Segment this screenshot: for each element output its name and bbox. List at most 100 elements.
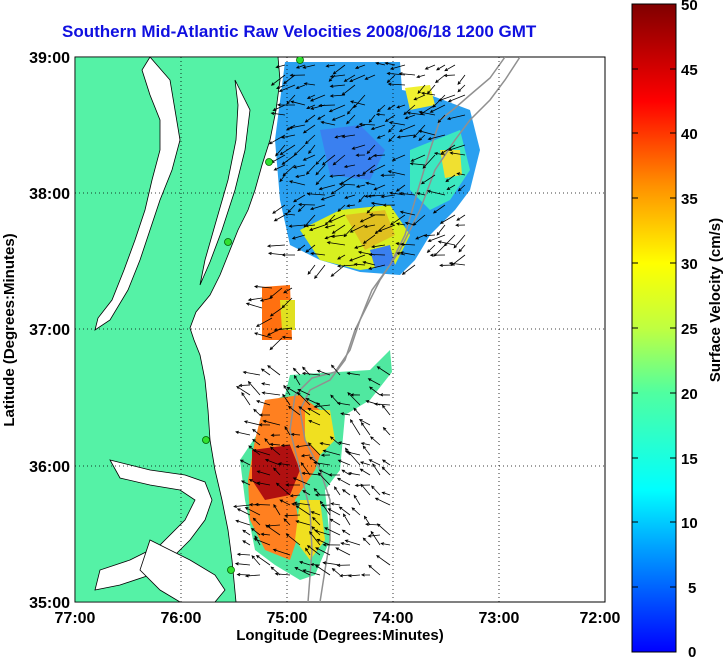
velocity-arrow <box>302 124 316 134</box>
colorbar-tick: 50 <box>681 0 698 14</box>
velocity-arrow <box>429 253 446 257</box>
velocity-arrow <box>343 74 356 82</box>
velocity-arrow <box>309 94 326 102</box>
delmarva-inlet <box>199 79 251 286</box>
velocity-arrow <box>404 114 416 120</box>
velocity-arrow <box>303 82 316 86</box>
x-tick-label: 73:00 <box>479 610 520 627</box>
velocity-arrow <box>426 189 446 196</box>
velocity-arrow <box>275 482 291 496</box>
velocity-arrow <box>295 505 311 516</box>
velocity-arrow <box>302 154 316 161</box>
velocity-arrow <box>305 244 316 253</box>
velocity-arrow <box>317 472 331 486</box>
velocity-arrow <box>337 254 346 260</box>
velocity-arrow <box>433 151 446 156</box>
velocity-arrow <box>278 84 296 92</box>
velocity-arrow <box>418 134 426 142</box>
velocity-arrow <box>297 204 306 213</box>
velocity-arrow <box>273 214 286 222</box>
pamlico-sound <box>139 539 226 602</box>
velocity-arrow <box>398 72 416 76</box>
velocity-arrow <box>279 174 286 183</box>
velocity-arrow <box>308 456 321 466</box>
velocity-arrow <box>443 73 456 78</box>
y-tick-label: 35:00 <box>29 595 70 612</box>
velocity-arrow <box>307 264 316 275</box>
grid-lines <box>75 57 605 602</box>
colorbar-tick: 35 <box>681 191 698 208</box>
y-tick-label: 37:00 <box>29 322 70 339</box>
velocity-arrow <box>360 573 371 577</box>
velocity-arrow <box>438 94 456 102</box>
velocity-arrow <box>238 383 251 388</box>
velocity-arrow <box>235 519 251 526</box>
velocity-arrow <box>373 402 391 406</box>
velocity-arrow <box>341 134 356 139</box>
velocity-arrow <box>381 466 391 476</box>
velocity-arrow <box>373 184 386 191</box>
velocity-arrow <box>293 374 301 386</box>
station-marker <box>227 566 235 574</box>
velocity-arrow <box>309 531 321 546</box>
velocity-arrow <box>368 252 386 257</box>
velocity-arrow <box>280 443 291 448</box>
colorbar-tick: 25 <box>681 321 698 338</box>
velocity-arrow <box>272 104 286 111</box>
velocity-arrow <box>250 527 261 536</box>
velocity-arrow <box>376 104 386 113</box>
velocity-arrow <box>321 154 336 166</box>
velocity-arrow <box>362 164 376 175</box>
velocity-arrow <box>427 134 446 141</box>
velocity-arrow <box>330 264 346 277</box>
velocity-arrow <box>312 516 321 526</box>
velocity-arrow <box>423 233 436 238</box>
velocity-arrow <box>354 64 366 70</box>
velocity-arrow <box>330 234 346 239</box>
velocity-arrow <box>277 462 291 466</box>
velocity-arrow <box>347 450 361 466</box>
velocity-arrow <box>245 302 263 309</box>
velocity-arrow <box>341 489 351 496</box>
velocity-arrow <box>319 441 331 446</box>
velocity-arrow <box>376 366 391 376</box>
velocity-arrow <box>416 74 426 79</box>
velocity-arrow <box>255 317 273 327</box>
velocity-arrow <box>233 504 251 509</box>
velocity-arrow <box>302 490 311 496</box>
velocity-arrow <box>248 479 261 486</box>
velocity-arrow <box>288 124 306 130</box>
y-axis-label: Latitude (Degrees:Minutes) <box>1 233 18 426</box>
velocity-arrow <box>332 64 346 75</box>
velocity-arrow <box>370 201 386 206</box>
velocity-arrow <box>292 194 306 203</box>
velocity-arrow <box>275 84 286 90</box>
velocity-arrow <box>375 61 386 66</box>
velocity-arrow <box>329 436 341 446</box>
velocity-arrow <box>273 503 281 516</box>
velocity-arrow <box>332 154 346 166</box>
velocity-arrow <box>272 548 291 556</box>
velocity-arrow <box>326 241 346 246</box>
velocity-arrow <box>284 513 301 518</box>
velocity-arrow <box>253 538 271 546</box>
velocity-arrow <box>418 129 436 136</box>
velocity-arrow <box>362 234 376 244</box>
velocity-arrow <box>372 463 381 476</box>
velocity-arrow <box>346 371 361 376</box>
velocity-arrow <box>338 182 356 186</box>
velocity-arrow <box>363 224 376 229</box>
y-tick-label: 39:00 <box>29 50 70 67</box>
velocity-arrow <box>346 204 356 208</box>
velocity-arrow <box>371 244 386 249</box>
velocity-arrow <box>347 392 361 406</box>
velocity-arrow <box>399 210 416 216</box>
velocity-arrow <box>434 74 446 84</box>
velocity-arrow <box>316 538 331 546</box>
velocity-arrow <box>275 144 286 157</box>
velocity-arrow <box>439 263 456 268</box>
velocity-arrow <box>316 369 331 376</box>
velocity-arrow <box>333 486 341 496</box>
velocity-arrow <box>449 151 466 156</box>
